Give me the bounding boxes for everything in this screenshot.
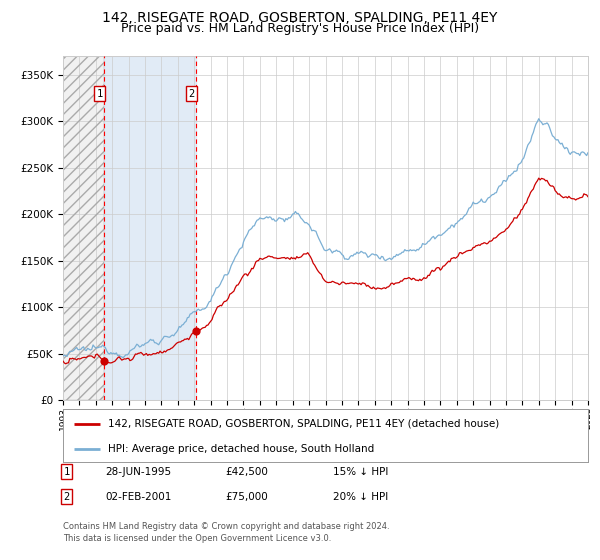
Text: 20% ↓ HPI: 20% ↓ HPI: [333, 492, 388, 502]
Point: [191, 326, 200, 335]
Text: £42,500: £42,500: [225, 466, 268, 477]
Text: 02-FEB-2001: 02-FEB-2001: [105, 492, 172, 502]
Text: This data is licensed under the Open Government Licence v3.0.: This data is licensed under the Open Gov…: [63, 534, 331, 543]
Bar: [63, 56, 104, 400]
Text: Price paid vs. HM Land Registry's House Price Index (HPI): Price paid vs. HM Land Registry's House …: [121, 22, 479, 35]
Text: 2: 2: [64, 492, 70, 502]
Text: 1: 1: [97, 89, 103, 99]
Text: HPI: Average price, detached house, South Holland: HPI: Average price, detached house, Sout…: [107, 444, 374, 454]
Text: £75,000: £75,000: [225, 492, 268, 502]
Point: [99, 356, 109, 365]
Text: 2: 2: [188, 89, 195, 99]
Bar: [63, 56, 104, 400]
Text: 1: 1: [64, 466, 70, 477]
Text: 142, RISEGATE ROAD, GOSBERTON, SPALDING, PE11 4EY (detached house): 142, RISEGATE ROAD, GOSBERTON, SPALDING,…: [107, 419, 499, 429]
Text: 28-JUN-1995: 28-JUN-1995: [105, 466, 171, 477]
Text: Contains HM Land Registry data © Crown copyright and database right 2024.: Contains HM Land Registry data © Crown c…: [63, 522, 389, 531]
Bar: [104, 56, 196, 400]
Text: 142, RISEGATE ROAD, GOSBERTON, SPALDING, PE11 4EY: 142, RISEGATE ROAD, GOSBERTON, SPALDING,…: [103, 11, 497, 25]
Text: 15% ↓ HPI: 15% ↓ HPI: [333, 466, 388, 477]
